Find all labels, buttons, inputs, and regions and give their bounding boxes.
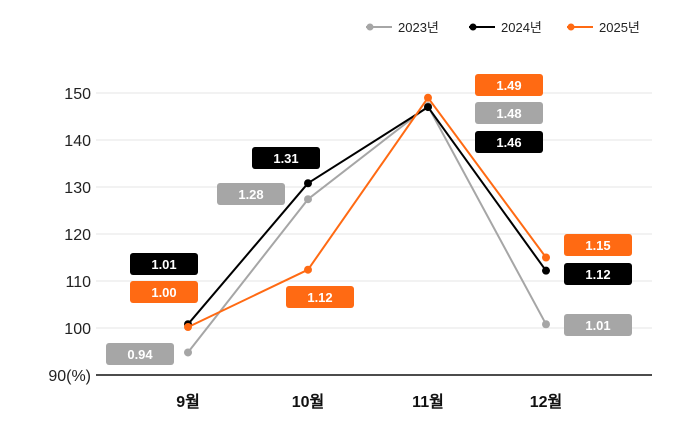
series-line (187, 96, 547, 329)
series-line (187, 106, 547, 325)
data-label-box (564, 234, 632, 256)
data-point (184, 348, 192, 357)
data-label: 1.46 (496, 135, 521, 150)
data-label: 1.12 (585, 267, 610, 282)
y-tick-label: 120 (64, 227, 91, 244)
data-label-box (286, 286, 354, 308)
data-label-box (106, 343, 174, 365)
data-point (542, 320, 550, 329)
y-tick-label: 150 (64, 86, 91, 103)
data-point (542, 266, 550, 275)
data-label: 1.28 (238, 187, 263, 202)
data-point (424, 103, 432, 112)
x-tick-label: 12월 (530, 393, 563, 411)
data-label-box (475, 131, 543, 153)
data-label: 1.00 (151, 285, 176, 300)
x-tick-label: 11월 (412, 393, 444, 411)
legend: 2023년 2024년 2025년 (366, 20, 640, 35)
y-tick-label: 90(%) (48, 368, 91, 385)
y-axis-ticks: 90(%) 100 110 120 130 140 150 (48, 86, 91, 385)
data-label-box (217, 183, 285, 205)
data-label-box (564, 314, 632, 336)
legend-label: 2025년 (599, 20, 640, 35)
y-tick-label: 110 (65, 274, 91, 291)
x-axis-ticks: 9월 10월 11월 12월 (176, 393, 562, 411)
x-tick-label: 9월 (176, 393, 200, 411)
x-tick-label: 10월 (292, 393, 325, 411)
data-label-box (475, 102, 543, 124)
data-label-box (130, 253, 198, 275)
data-label: 1.31 (273, 151, 298, 166)
legend-label: 2024년 (501, 20, 542, 35)
data-point (542, 253, 550, 262)
data-label: 1.15 (585, 238, 610, 253)
data-label: 1.49 (496, 78, 521, 93)
data-label: 1.01 (151, 257, 176, 272)
series-lines (184, 93, 550, 357)
data-label-box (252, 147, 320, 169)
data-label-box (564, 263, 632, 285)
data-label: 1.12 (307, 290, 332, 305)
data-point (304, 265, 312, 274)
data-label-box (130, 281, 198, 303)
legend-marker (567, 23, 575, 31)
data-label: 1.48 (496, 106, 521, 121)
series-line (187, 105, 547, 354)
data-point (184, 323, 192, 332)
legend-marker (366, 23, 374, 31)
data-label-box (475, 74, 543, 96)
y-tick-label: 130 (64, 180, 91, 197)
legend-marker (469, 23, 477, 31)
data-label: 1.01 (585, 318, 610, 333)
legend-label: 2023년 (398, 20, 439, 35)
data-point (304, 179, 312, 188)
data-point (304, 195, 312, 204)
data-labels: 0.94 1.28 1.48 1.01 1.01 1.31 1.46 1.12 1.00 1.12… (106, 74, 632, 365)
data-point (424, 93, 432, 102)
data-label: 0.94 (127, 347, 153, 362)
y-tick-label: 100 (64, 321, 91, 338)
y-tick-label: 140 (64, 133, 91, 150)
